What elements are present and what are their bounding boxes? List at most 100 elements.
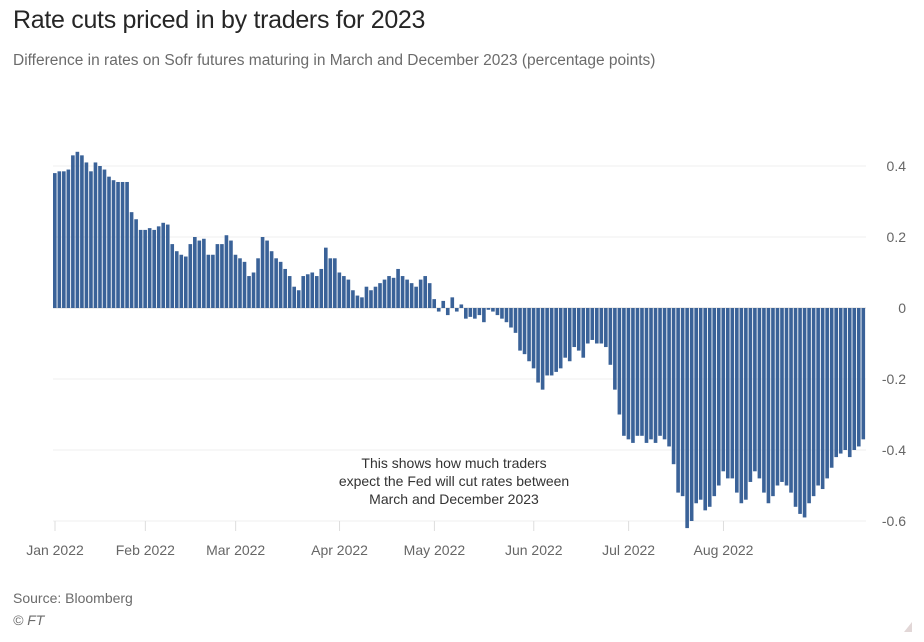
bar: [522, 308, 527, 355]
bar: [314, 276, 319, 308]
bar: [111, 180, 116, 308]
bar: [585, 308, 590, 344]
x-tick-label: Jul 2022: [602, 542, 655, 558]
bar: [784, 308, 789, 486]
bar: [260, 237, 265, 308]
y-tick-label: 0: [898, 300, 906, 316]
bar: [613, 308, 617, 390]
bar: [558, 308, 563, 369]
bar: [644, 308, 649, 443]
bar: [712, 308, 717, 497]
bar: [319, 268, 324, 308]
bar: [441, 300, 446, 308]
bar: [454, 308, 459, 312]
copyright: © FT: [13, 612, 45, 628]
bar: [93, 162, 98, 308]
bar: [753, 308, 757, 472]
bar: [229, 240, 233, 308]
bar: [789, 308, 793, 493]
bar: [57, 171, 62, 308]
bar: [640, 308, 644, 436]
bar: [387, 276, 391, 308]
bar: [170, 244, 175, 308]
bar: [445, 308, 450, 316]
bar: [233, 254, 238, 308]
annotation-line: expect the Fed will cut rates between: [339, 473, 569, 489]
bar: [256, 258, 260, 308]
bar: [739, 308, 744, 504]
bar: [658, 308, 662, 436]
bar: [436, 308, 441, 312]
bar: [269, 251, 274, 308]
bar: [174, 251, 179, 308]
bar: [418, 279, 423, 308]
bar: [464, 308, 468, 319]
bar: [482, 308, 486, 323]
bar: [545, 308, 549, 376]
bar: [536, 308, 540, 383]
bar: [80, 155, 84, 308]
bar: [716, 308, 721, 486]
y-axis: 0.4 0.2 0 -0.2 -0.4 -0.6: [882, 158, 906, 529]
bar: [626, 308, 631, 440]
bar: [838, 308, 843, 454]
bar: [685, 308, 689, 529]
bar: [671, 308, 676, 465]
bar: [378, 283, 382, 308]
x-tick-label: Jan 2022: [26, 542, 84, 558]
bar: [725, 308, 730, 479]
x-tick-label: Aug 2022: [693, 542, 753, 558]
bar: [816, 308, 820, 486]
bar: [165, 224, 170, 308]
bar: [780, 308, 784, 482]
bar: [355, 295, 360, 308]
bar: [757, 308, 762, 479]
bar: [360, 297, 364, 308]
bar: [220, 244, 224, 308]
bar: [107, 176, 111, 308]
bar: [707, 308, 712, 507]
bar: [590, 308, 595, 340]
bar: [400, 276, 405, 308]
bar: [296, 290, 301, 308]
bar: [730, 308, 735, 479]
bar: [66, 169, 71, 308]
bar: [247, 276, 251, 308]
bar: [775, 308, 780, 486]
chart-title: Rate cuts priced in by traders for 2023: [13, 6, 426, 34]
bar: [631, 308, 635, 443]
bar: [305, 274, 310, 308]
y-tick-label: -0.6: [882, 513, 906, 529]
bar: [504, 308, 509, 323]
bar: [423, 276, 427, 308]
bar: [491, 308, 495, 312]
bar: [125, 181, 129, 308]
bar: [396, 268, 400, 308]
bar: [513, 308, 518, 333]
bar: [120, 181, 125, 308]
bar: [689, 308, 694, 521]
bar: [89, 171, 93, 308]
bar: [486, 308, 491, 310]
bar: [278, 261, 283, 308]
bar: [766, 308, 771, 504]
bar: [468, 308, 473, 317]
bar: [351, 290, 355, 308]
bar: [211, 254, 215, 308]
bar: [427, 283, 432, 308]
bar: [735, 308, 739, 493]
annotation: This shows how much traders expect the Fe…: [339, 455, 569, 507]
bar: [134, 219, 138, 308]
bar: [744, 308, 748, 500]
bar: [662, 308, 667, 440]
bar: [680, 308, 685, 497]
bar: [459, 304, 464, 308]
bar: [342, 276, 346, 308]
bar: [129, 212, 134, 308]
bar: [861, 308, 866, 440]
x-tick-label: Feb 2022: [116, 542, 175, 558]
bar: [301, 276, 306, 308]
bar: [495, 308, 500, 316]
bar: [161, 222, 166, 308]
